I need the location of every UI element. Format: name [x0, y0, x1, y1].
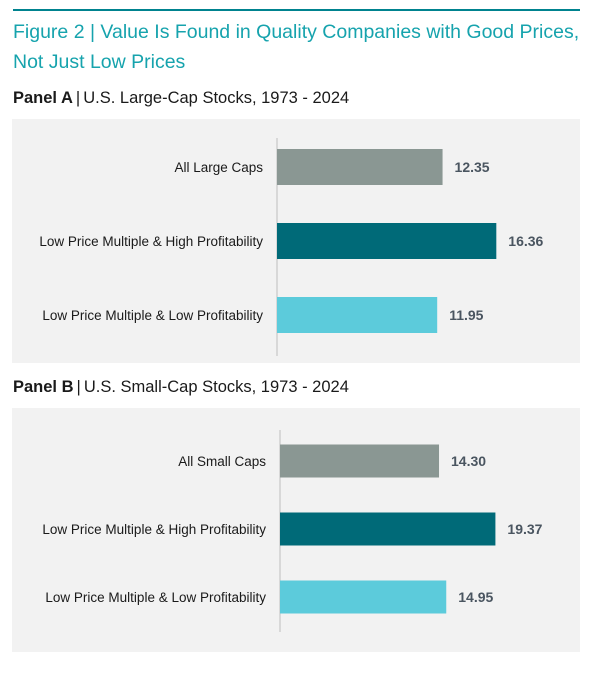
category-label-3: Low Price Multiple & Low Profitability: [42, 308, 263, 323]
value-label-3: 11.95: [449, 307, 483, 323]
bar-1: [280, 444, 440, 478]
bar-2: [277, 223, 497, 259]
panel-a-title: U.S. Large-Cap Stocks, 1973 - 2024: [83, 89, 350, 107]
value-label-3: 14.95: [458, 589, 493, 605]
category-label-3: Low Price Multiple & Low Profitability: [45, 590, 266, 605]
panel-a-heading: Panel A | U.S. Large-Cap Stocks, 1973 - 20…: [13, 88, 349, 108]
panel-a-chart-svg: All Large Caps 12.35 Low Price Multiple & …: [39, 138, 544, 356]
panel-b-heading: Panel B | U.S. Small-Cap Stocks, 1973 - 20…: [13, 377, 349, 397]
value-label-2: 16.36: [508, 233, 543, 249]
panel-a-chart: All Large Caps 12.35 Low Price Multiple & …: [12, 119, 580, 363]
value-label-1: 12.35: [455, 159, 490, 175]
value-label-2: 19.37: [507, 521, 542, 537]
category-label-1: All Large Caps: [174, 160, 263, 175]
panel-a-label: Panel A: [13, 89, 73, 107]
value-label-1: 14.30: [451, 453, 486, 469]
bar-3: [277, 297, 438, 333]
bar-2: [280, 512, 496, 546]
panel-b-chart-svg: All Small Caps 14.30 Low Price Multiple & …: [42, 430, 543, 632]
category-label-1: All Small Caps: [178, 454, 266, 469]
panel-b-chart: All Small Caps 14.30 Low Price Multiple & …: [12, 408, 580, 652]
panel-b-title: U.S. Small-Cap Stocks, 1973 - 2024: [83, 378, 349, 396]
category-label-2: Low Price Multiple & High Profitability: [42, 522, 266, 537]
top-rule: [13, 9, 580, 11]
panel-b-label: Panel B: [13, 378, 74, 396]
figure-title: Figure 2 | Value Is Found in Quality Com…: [13, 21, 580, 73]
panel-a-separator: |: [75, 89, 81, 107]
bar-3: [280, 580, 447, 614]
category-label-2: Low Price Multiple & High Profitability: [39, 234, 263, 249]
panel-b-separator: |: [76, 378, 81, 396]
bar-1: [277, 149, 443, 185]
